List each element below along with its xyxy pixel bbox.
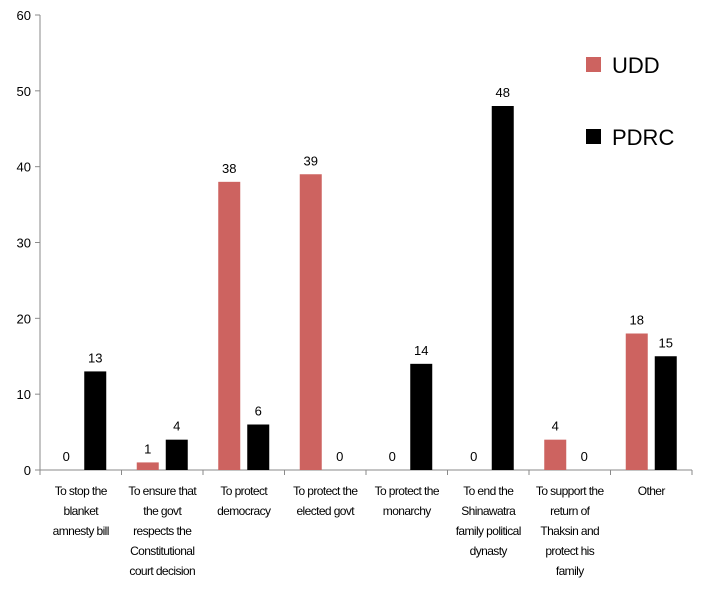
y-tick-label: 30 [17, 236, 31, 251]
legend-label-udd: UDD [612, 53, 660, 78]
data-label-pdrc: 48 [496, 85, 510, 100]
data-label-udd: 39 [304, 153, 318, 168]
legend: UDD PDRC [586, 53, 674, 150]
data-label-pdrc: 4 [173, 419, 180, 434]
y-tick-label: 50 [17, 84, 31, 99]
category-label: To end the Shinawatra family political dyna… [456, 484, 521, 558]
y-axis: 0 10 20 30 40 50 60 [17, 8, 41, 478]
y-tick-label: 40 [17, 160, 31, 175]
bars [84, 106, 677, 471]
bar-udd [625, 333, 648, 470]
data-label-udd: 1 [144, 441, 151, 456]
data-label-udd: 38 [222, 161, 236, 176]
bar-pdrc [84, 371, 107, 470]
data-label-pdrc: 15 [659, 335, 673, 350]
bar-udd [299, 174, 322, 470]
bar-pdrc [491, 106, 514, 470]
data-label-pdrc: 6 [255, 404, 262, 419]
data-label-udd: 18 [630, 313, 644, 328]
category-label: To support the return of Thaksin and protec… [536, 484, 605, 578]
legend-swatch-pdrc [586, 129, 601, 144]
data-label-pdrc: 13 [88, 350, 102, 365]
data-label-udd: 0 [470, 449, 477, 464]
bar-udd [218, 181, 241, 471]
x-axis [39, 469, 693, 475]
category-labels: To stop the blanket amnesty bill To ensure … [53, 484, 666, 578]
y-tick-label: 0 [24, 463, 31, 478]
bar-pdrc [654, 356, 677, 470]
legend-swatch-udd [586, 57, 601, 72]
data-label-udd: 0 [389, 449, 396, 464]
y-tick-label: 60 [17, 8, 31, 23]
category-label: To protect the monarchy [375, 484, 440, 518]
category-label: To ensure that the govt respects the Consti… [128, 484, 197, 578]
bar-udd [136, 462, 159, 470]
data-label-udd: 4 [552, 419, 559, 434]
category-label: Other [638, 484, 666, 498]
data-label-udd: 0 [63, 449, 70, 464]
bar-udd [544, 439, 567, 470]
category-label: To protect the elected govt [293, 484, 358, 518]
category-label: To protect democracy [217, 484, 271, 518]
data-label-pdrc: 0 [336, 449, 343, 464]
y-tick-label: 10 [17, 387, 31, 402]
bar-pdrc [165, 439, 188, 470]
category-label: To stop the blanket amnesty bill [53, 484, 109, 538]
y-tick-label: 20 [17, 311, 31, 326]
data-label-pdrc: 14 [414, 343, 428, 358]
bar-pdrc [410, 363, 433, 470]
legend-label-pdrc: PDRC [612, 125, 674, 150]
data-label-pdrc: 0 [581, 449, 588, 464]
bar-pdrc [247, 424, 270, 470]
